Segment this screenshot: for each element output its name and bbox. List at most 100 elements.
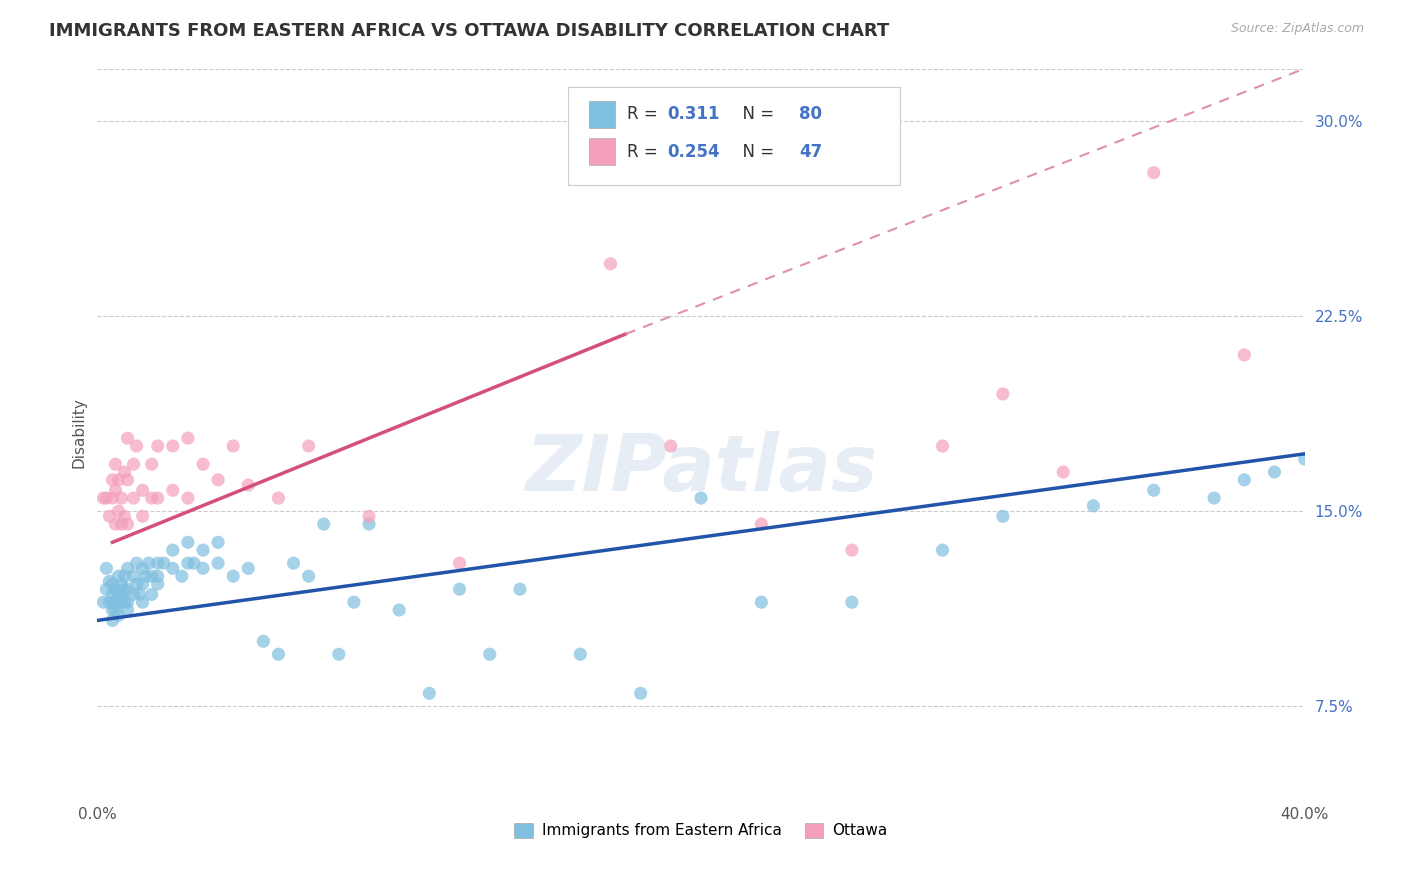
Point: [207, 473, 229, 487]
Text: R =: R =: [627, 143, 664, 161]
Point: [177, 491, 200, 505]
Point: [110, 587, 132, 601]
Point: [131, 509, 153, 524]
Point: [1204, 491, 1226, 505]
Point: [449, 582, 471, 597]
Point: [122, 491, 145, 505]
Text: 80: 80: [799, 105, 821, 123]
Point: [117, 473, 139, 487]
Text: N =: N =: [733, 105, 780, 123]
Point: [1143, 483, 1166, 498]
Point: [252, 634, 274, 648]
Point: [125, 439, 148, 453]
Point: [96, 561, 118, 575]
Point: [690, 491, 713, 505]
Text: N =: N =: [733, 143, 780, 161]
Point: [110, 491, 132, 505]
Point: [117, 517, 139, 532]
Point: [312, 517, 335, 532]
Point: [659, 439, 682, 453]
Point: [98, 509, 121, 524]
Point: [117, 431, 139, 445]
Point: [117, 595, 139, 609]
Point: [298, 569, 321, 583]
Point: [93, 491, 115, 505]
Text: Source: ZipAtlas.com: Source: ZipAtlas.com: [1230, 22, 1364, 36]
Point: [238, 478, 260, 492]
Point: [110, 577, 132, 591]
Point: [162, 561, 184, 575]
Point: [1052, 465, 1074, 479]
Point: [104, 517, 127, 532]
FancyBboxPatch shape: [568, 87, 900, 186]
Point: [388, 603, 411, 617]
Point: [177, 431, 200, 445]
Point: [93, 595, 115, 609]
Point: [162, 483, 184, 498]
Point: [131, 561, 153, 575]
Point: [125, 577, 148, 591]
Text: R =: R =: [627, 105, 664, 123]
Point: [141, 569, 163, 583]
Point: [146, 439, 169, 453]
Point: [107, 504, 129, 518]
Point: [122, 457, 145, 471]
Point: [141, 587, 163, 601]
Point: [138, 556, 160, 570]
Point: [841, 595, 863, 609]
Point: [177, 556, 200, 570]
Point: [107, 569, 129, 583]
Point: [135, 569, 157, 583]
Point: [117, 561, 139, 575]
Point: [267, 491, 290, 505]
Point: [343, 595, 366, 609]
Point: [751, 517, 773, 532]
Point: [101, 595, 124, 609]
Point: [1233, 348, 1256, 362]
Text: 47: 47: [799, 143, 823, 161]
Point: [146, 577, 169, 591]
Text: ZIPatlas: ZIPatlas: [524, 432, 877, 508]
Point: [931, 543, 953, 558]
Point: [101, 491, 124, 505]
Point: [170, 569, 193, 583]
Bar: [589, 137, 616, 166]
Point: [183, 556, 205, 570]
Point: [1263, 465, 1285, 479]
Point: [1143, 166, 1166, 180]
Point: [478, 647, 501, 661]
Point: [104, 603, 127, 617]
Point: [107, 587, 129, 601]
Point: [841, 543, 863, 558]
Point: [125, 556, 148, 570]
Point: [991, 387, 1014, 401]
Text: 0.254: 0.254: [668, 143, 720, 161]
Point: [207, 556, 229, 570]
Point: [152, 556, 174, 570]
Point: [569, 647, 592, 661]
Point: [122, 569, 145, 583]
Point: [117, 603, 139, 617]
Point: [107, 608, 129, 623]
Point: [122, 587, 145, 601]
Point: [298, 439, 321, 453]
Point: [101, 614, 124, 628]
Point: [1294, 452, 1316, 467]
Point: [328, 647, 350, 661]
Point: [114, 465, 136, 479]
Point: [191, 457, 214, 471]
Point: [283, 556, 305, 570]
Point: [267, 647, 290, 661]
Point: [146, 491, 169, 505]
Point: [104, 457, 127, 471]
Point: [110, 595, 132, 609]
Point: [931, 439, 953, 453]
Point: [101, 603, 124, 617]
Point: [98, 595, 121, 609]
Text: IMMIGRANTS FROM EASTERN AFRICA VS OTTAWA DISABILITY CORRELATION CHART: IMMIGRANTS FROM EASTERN AFRICA VS OTTAWA…: [49, 22, 890, 40]
Point: [131, 483, 153, 498]
Point: [630, 686, 652, 700]
Point: [101, 473, 124, 487]
Point: [98, 574, 121, 589]
Point: [191, 561, 214, 575]
